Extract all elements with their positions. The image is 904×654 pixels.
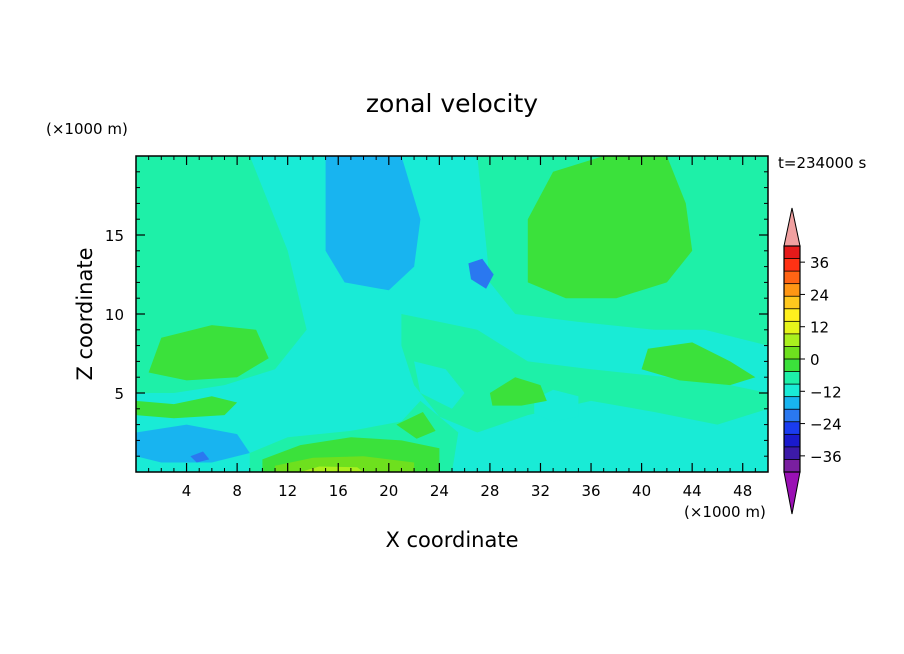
x-tick-label: 44 bbox=[683, 482, 702, 500]
colorbar-swatch bbox=[784, 258, 800, 272]
colorbar-swatch bbox=[784, 446, 800, 460]
colorbar-swatch bbox=[784, 346, 800, 360]
x-tick-label: 12 bbox=[278, 482, 297, 500]
colorbar-swatch bbox=[784, 409, 800, 423]
colorbar-swatch bbox=[784, 246, 800, 259]
colorbar-swatch bbox=[784, 308, 800, 322]
velocity-region bbox=[300, 466, 364, 472]
colorbar-tick-label: −24 bbox=[810, 416, 842, 434]
x-tick-label: 24 bbox=[430, 482, 449, 500]
x-tick-label: 20 bbox=[379, 482, 398, 500]
colorbar-tick-label: −36 bbox=[810, 448, 842, 466]
x-tick-label: 8 bbox=[232, 482, 242, 500]
velocity-region bbox=[489, 377, 547, 406]
colorbar-tick-label: 24 bbox=[810, 286, 829, 304]
x-tick-label: 36 bbox=[581, 482, 600, 500]
y-unit-label: (×1000 m) bbox=[46, 120, 128, 138]
colorbar: 36 24 12 0 −12 −24 −36 bbox=[783, 207, 842, 515]
colorbar-tick-label: 0 bbox=[810, 351, 820, 369]
velocity-region bbox=[148, 325, 269, 381]
colorbar-tick-label: 36 bbox=[810, 254, 829, 272]
colorbar-tick-label: −12 bbox=[810, 383, 842, 401]
x-tick-label: 48 bbox=[733, 482, 752, 500]
colorbar-swatch bbox=[784, 396, 800, 410]
x-tick-label: 16 bbox=[329, 482, 348, 500]
time-label: t=234000 s bbox=[778, 154, 866, 172]
colorbar-swatch bbox=[784, 421, 800, 435]
colorbar-swatch bbox=[784, 371, 800, 385]
velocity-region bbox=[190, 451, 210, 463]
colorbar-swatch bbox=[784, 434, 800, 448]
y-tick-label: 5 bbox=[114, 385, 124, 403]
x-tick-label: 40 bbox=[632, 482, 651, 500]
velocity-region bbox=[136, 424, 250, 463]
colorbar-swatch bbox=[784, 459, 800, 473]
y-tick-label: 10 bbox=[105, 306, 124, 324]
x-axis-label: X coordinate bbox=[385, 528, 518, 552]
colorbar-swatch bbox=[784, 333, 800, 347]
x-tick-label: 28 bbox=[480, 482, 499, 500]
velocity-region bbox=[527, 156, 693, 299]
velocity-region bbox=[275, 456, 415, 472]
velocity-region bbox=[136, 396, 238, 419]
velocity-region bbox=[414, 361, 465, 409]
velocity-field bbox=[136, 156, 768, 472]
velocity-region bbox=[468, 258, 494, 289]
colorbar-swatch bbox=[784, 321, 800, 335]
velocity-region bbox=[396, 412, 436, 439]
colorbar-swatch bbox=[784, 296, 800, 310]
colorbar-swatch bbox=[784, 283, 800, 297]
chart-title: zonal velocity bbox=[366, 89, 538, 118]
y-axis-label: Z coordinate bbox=[73, 247, 97, 380]
x-tick-label: 4 bbox=[182, 482, 192, 500]
velocity-region bbox=[641, 342, 756, 386]
x-tick-label: 32 bbox=[531, 482, 550, 500]
velocity-region bbox=[325, 156, 421, 291]
x-unit-label: (×1000 m) bbox=[684, 503, 766, 521]
colorbar-swatch bbox=[784, 384, 800, 397]
colorbar-swatch bbox=[784, 359, 800, 372]
y-tick-label: 15 bbox=[105, 227, 124, 245]
colorbar-tick-label: 12 bbox=[810, 319, 829, 337]
colorbar-swatch bbox=[784, 271, 800, 284]
